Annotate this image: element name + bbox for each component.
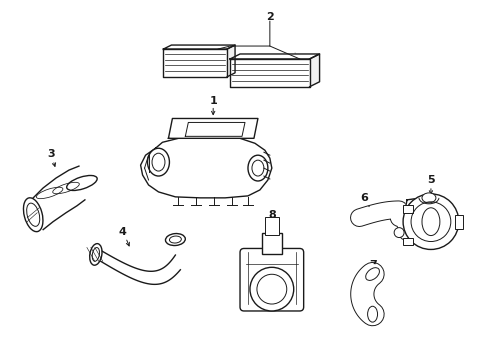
Polygon shape [163, 49, 226, 77]
Circle shape [402, 194, 458, 249]
Ellipse shape [89, 244, 102, 265]
Ellipse shape [247, 155, 267, 181]
Text: 5: 5 [426, 175, 434, 185]
Polygon shape [309, 54, 319, 87]
Bar [264, 217, 278, 235]
Text: 7: 7 [368, 260, 376, 270]
Polygon shape [168, 118, 257, 138]
FancyBboxPatch shape [240, 248, 303, 311]
Bar [402, 238, 412, 246]
Text: 8: 8 [267, 210, 275, 220]
Text: 4: 4 [119, 226, 126, 237]
Bar [454, 215, 462, 229]
Ellipse shape [165, 234, 185, 246]
Circle shape [249, 267, 293, 311]
Ellipse shape [365, 268, 379, 280]
Ellipse shape [23, 198, 43, 232]
Circle shape [393, 228, 403, 238]
Polygon shape [96, 247, 180, 284]
Polygon shape [226, 45, 235, 77]
Text: 3: 3 [47, 149, 55, 159]
Polygon shape [141, 136, 271, 198]
Text: 1: 1 [209, 96, 217, 105]
Text: 2: 2 [265, 12, 273, 22]
Bar [262, 233, 281, 255]
Ellipse shape [421, 193, 435, 203]
Polygon shape [230, 59, 309, 87]
Polygon shape [230, 54, 319, 59]
Ellipse shape [147, 148, 169, 176]
Ellipse shape [66, 175, 97, 190]
Text: 6: 6 [360, 193, 367, 203]
Polygon shape [404, 199, 453, 247]
Bar [402, 205, 412, 213]
Ellipse shape [367, 306, 377, 322]
Polygon shape [163, 45, 235, 49]
